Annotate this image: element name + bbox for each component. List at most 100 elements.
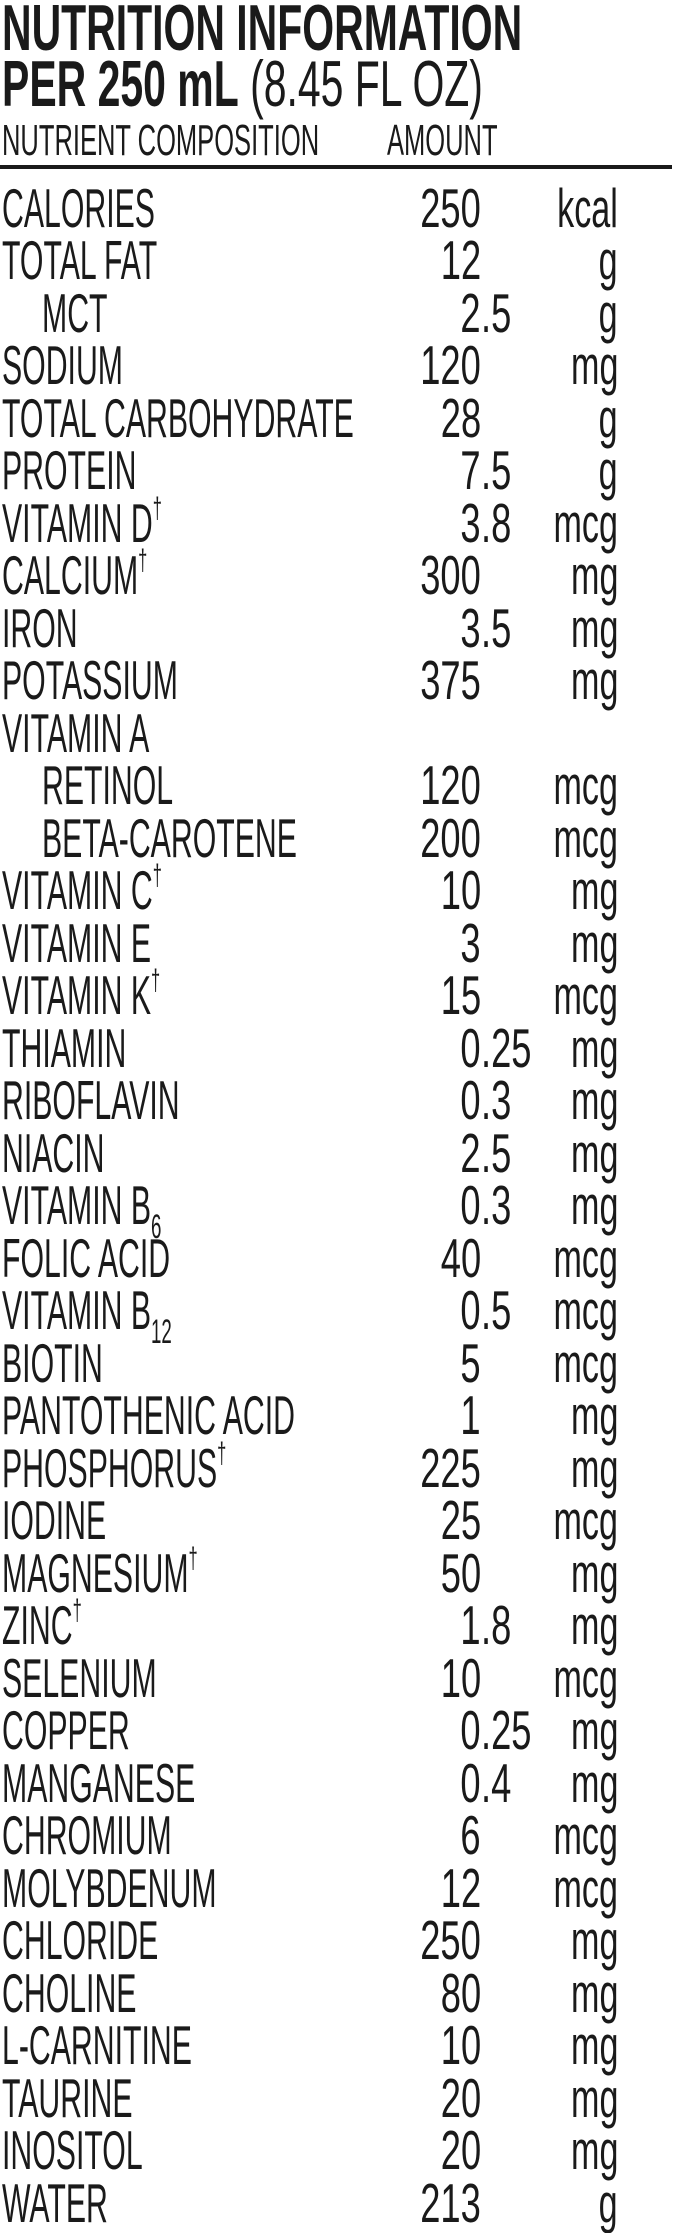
nutrient-name-text: CHROMIUM bbox=[2, 1804, 172, 1866]
amount-value: 0 bbox=[460, 1751, 481, 1814]
nutrient-name-text: MOLYBDENUM bbox=[2, 1856, 217, 1919]
nutrient-name: VITAMIN D† bbox=[2, 493, 162, 551]
nutrient-name: FOLIC ACID bbox=[2, 1230, 170, 1286]
nutrient-name-text: BETA-CAROTENE bbox=[42, 806, 297, 869]
nutrient-name-text: VITAMIN D bbox=[2, 491, 153, 554]
amount-unit: mg bbox=[570, 1384, 618, 1446]
nutrient-name-text: PANTOTHENIC ACID bbox=[2, 1384, 296, 1446]
amount-value: 0 bbox=[460, 1069, 481, 1131]
amount-decimal: .5 bbox=[481, 439, 512, 501]
nutrient-name: TAURINE bbox=[2, 2070, 133, 2126]
serving-size-imperial: (8.45 FL OZ) bbox=[250, 47, 483, 120]
amount-value: 28 bbox=[440, 386, 481, 449]
amount-value: 0 bbox=[460, 1174, 481, 1236]
nutrient-name: SODIUM bbox=[2, 338, 123, 393]
amount-value: 6 bbox=[460, 1804, 481, 1866]
amount-value: 3 bbox=[460, 491, 481, 554]
nutrient-name: RIBOFLAVIN bbox=[2, 1073, 180, 1128]
nutrient-name-text: VITAMIN A bbox=[2, 701, 150, 764]
nutrient-name-text: CHOLINE bbox=[2, 1961, 137, 2024]
nutrient-name-text: FOLIC ACID bbox=[2, 1226, 171, 1289]
amount-value: 25 bbox=[440, 1489, 481, 1551]
nutrient-name: SELENIUM bbox=[2, 1650, 157, 1706]
nutrient-name-text: MAGNESIUM bbox=[2, 1541, 189, 1604]
nutrient-name: MOLYBDENUM bbox=[2, 1860, 217, 1916]
nutrient-name: POTASSIUM bbox=[2, 653, 178, 708]
amount-unit: mcg bbox=[553, 754, 618, 816]
amount-unit: kcal bbox=[557, 176, 618, 239]
amount-unit: mg bbox=[570, 911, 618, 974]
nutrient-name: TOTAL CARBOHYDRATE bbox=[2, 390, 354, 446]
amount-value: 12 bbox=[440, 1856, 481, 1919]
header-divider bbox=[0, 165, 672, 169]
amount-value: 20 bbox=[440, 2066, 481, 2129]
nutrient-name-text: MANGANESE bbox=[2, 1751, 196, 1814]
amount-unit: mg bbox=[570, 1961, 618, 2024]
nutrient-name: TOTAL FAT bbox=[2, 233, 157, 288]
nutrient-name-text: VITAMIN B bbox=[2, 1279, 152, 1341]
amount-unit: mg bbox=[570, 1069, 618, 1131]
nutrient-name: BIOTIN bbox=[2, 1335, 103, 1391]
amount-value: 2 bbox=[460, 281, 481, 344]
nutrient-name-text: THIAMIN bbox=[2, 1016, 127, 1079]
amount-value: 225 bbox=[420, 1436, 481, 1499]
nutrient-name: CALCIUM† bbox=[2, 546, 147, 603]
nutrient-name: PROTEIN bbox=[2, 443, 136, 498]
amount-value: 3 bbox=[460, 596, 481, 659]
nutrient-name-text: PROTEIN bbox=[2, 439, 137, 501]
amount-unit: mg bbox=[570, 1594, 618, 1656]
amount-decimal: .3 bbox=[481, 1174, 512, 1236]
nutrient-name: VITAMIN K† bbox=[2, 966, 160, 1023]
nutrient-name: THIAMIN bbox=[2, 1020, 126, 1076]
nutrient-name: PANTOTHENIC ACID bbox=[2, 1388, 295, 1443]
nutrient-name: ZINC† bbox=[2, 1596, 82, 1653]
nutrient-name-text: MCT bbox=[42, 281, 108, 344]
nutrient-name-text: VITAMIN K bbox=[2, 964, 152, 1026]
nutrient-name: VITAMIN A bbox=[2, 705, 149, 761]
nutrient-name: CALORIES bbox=[2, 180, 155, 236]
amount-unit: mg bbox=[570, 1174, 618, 1236]
amount-value: 10 bbox=[440, 859, 481, 921]
amount-decimal: .5 bbox=[481, 596, 512, 659]
amount-value: 3 bbox=[460, 911, 481, 974]
amount-unit: mg bbox=[570, 1699, 618, 1761]
nutrient-name-text: BIOTIN bbox=[2, 1331, 103, 1394]
nutrient-name: L-CARNITINE bbox=[2, 2018, 192, 2073]
amount-unit: mcg bbox=[553, 1279, 618, 1341]
amount-value: 1 bbox=[460, 1384, 481, 1446]
nutrient-name: WATER bbox=[2, 2175, 108, 2231]
amount-unit: mcg bbox=[553, 1856, 618, 1919]
label-title: NUTRITION INFORMATION bbox=[2, 0, 523, 64]
nutrient-name-text: TAURINE bbox=[2, 2066, 133, 2129]
nutrient-name-text: TOTAL CARBOHYDRATE bbox=[2, 386, 354, 449]
amount-unit: g bbox=[599, 229, 618, 291]
nutrient-name-text: POTASSIUM bbox=[2, 649, 178, 711]
amount-value: 120 bbox=[420, 754, 481, 816]
nutrient-name-text: PHOSPHORUS bbox=[2, 1436, 218, 1499]
amount-unit: mcg bbox=[553, 1646, 618, 1709]
amount-unit: mcg bbox=[553, 1331, 618, 1394]
amount-unit: mcg bbox=[553, 1804, 618, 1866]
column-header-nutrient: NUTRIENT COMPOSITION bbox=[2, 116, 320, 165]
nutrient-name-text: SODIUM bbox=[2, 334, 123, 396]
dagger-footnote-mark: † bbox=[188, 1541, 198, 1575]
nutrient-name: IRON bbox=[2, 600, 78, 656]
amount-unit: mcg bbox=[553, 806, 618, 869]
amount-unit: mg bbox=[570, 649, 618, 711]
amount-unit: mg bbox=[570, 334, 618, 396]
nutrient-name-text: IRON bbox=[2, 596, 78, 659]
dagger-footnote-mark: † bbox=[217, 1436, 227, 1470]
amount-value: 80 bbox=[440, 1961, 481, 2024]
nutrient-name-text: TOTAL FAT bbox=[2, 229, 158, 291]
nutrient-name: BETA-CAROTENE bbox=[42, 810, 297, 866]
nutrient-name-text: SELENIUM bbox=[2, 1646, 157, 1709]
amount-unit: mg bbox=[570, 2014, 618, 2076]
column-header-amount: AMOUNT bbox=[387, 116, 498, 165]
nutrient-name: CHOLINE bbox=[2, 1965, 136, 2021]
nutrient-name-text: L-CARNITINE bbox=[2, 2014, 192, 2076]
nutrient-name-text: CHLORIDE bbox=[2, 1909, 159, 1971]
amount-value: 250 bbox=[420, 176, 481, 239]
amount-value: 250 bbox=[420, 1909, 481, 1971]
amount-unit: mg bbox=[570, 544, 618, 606]
